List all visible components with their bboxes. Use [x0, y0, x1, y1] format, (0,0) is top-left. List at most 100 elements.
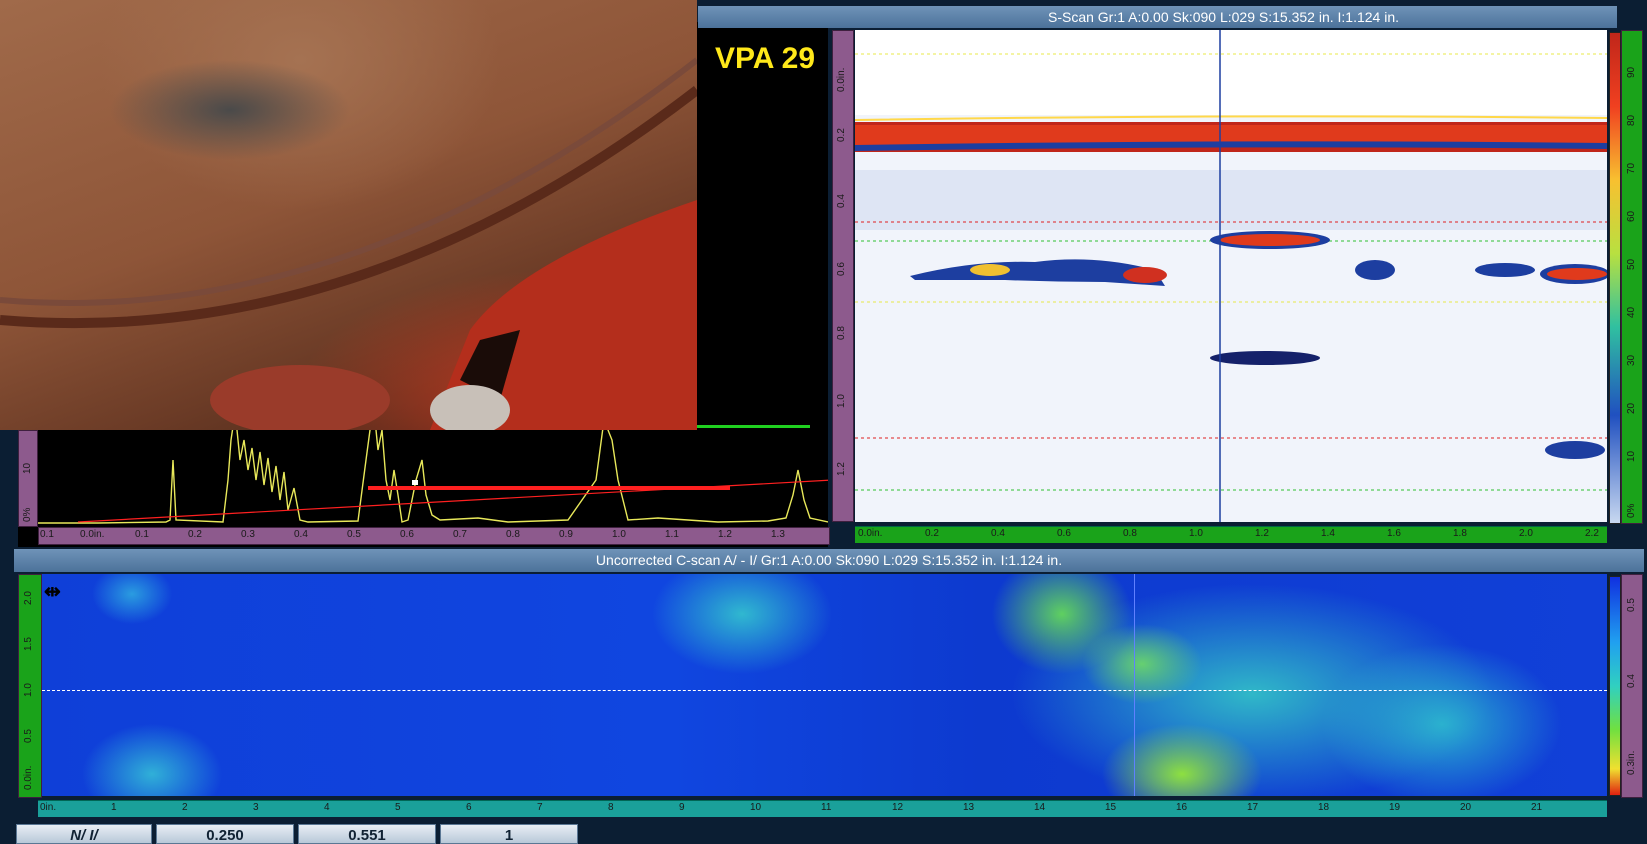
cscan-cursor-vertical[interactable]: [1134, 574, 1135, 796]
ascan-ytick-0: 0%: [22, 507, 33, 522]
ascan-xtick: 0.1: [40, 529, 54, 540]
cscan-ytick: 2.0: [23, 591, 34, 605]
cscan-xtick: 21: [1531, 802, 1543, 813]
sscan-title: S-Scan Gr:1 A:0.00 Sk:090 L:029 S:15.352…: [1047, 9, 1399, 25]
sscan-xtick: 2.0: [1519, 528, 1533, 539]
sscan-palette-tick: 40: [1626, 306, 1637, 318]
sscan-palette-tick: 0%: [1626, 503, 1637, 518]
cscan-palette-tick: 0.5: [1626, 598, 1637, 612]
cscan-xtick: 12: [892, 802, 904, 813]
cscan-ytick: 0.5: [23, 729, 34, 743]
cscan-xtick: 20: [1460, 802, 1472, 813]
sscan-title-bar: [698, 6, 1617, 28]
status-cell-ni[interactable]: N/ I/: [16, 824, 152, 844]
sscan-ytick: 1.0: [836, 394, 847, 408]
ascan-xtick: 0.9: [559, 529, 573, 540]
sscan-palette-ruler: [1621, 30, 1643, 524]
cscan-xtick: 4: [324, 802, 330, 813]
sscan-horizontal-ruler: [855, 526, 1607, 543]
cscan-xtick: 7: [537, 802, 543, 813]
sscan-palette-tick: 50: [1626, 258, 1637, 270]
sscan-xtick: 0.4: [991, 528, 1005, 539]
ascan-xtick: 0.3: [241, 529, 255, 540]
cscan-ytick: 0.0in.: [23, 765, 34, 790]
sscan-xtick: 1.2: [1255, 528, 1269, 539]
ascan-xtick: 0.1: [135, 529, 149, 540]
sscan-xtick: 0.8: [1123, 528, 1137, 539]
horizontal-resize-cursor-icon: ⇹: [44, 581, 61, 603]
ascan-xtick: 1.0: [612, 529, 626, 540]
cscan-xtick: 9: [679, 802, 685, 813]
cscan-palette-ruler: [1621, 574, 1643, 798]
cscan-xtick: 1: [111, 802, 117, 813]
sscan-palette-tick: 70: [1626, 162, 1637, 174]
sscan-palette-tick: 30: [1626, 354, 1637, 366]
sscan-palette-tick: 10: [1626, 450, 1637, 462]
status-cell-value-1[interactable]: 0.250: [156, 824, 294, 844]
cscan-xtick: 5: [395, 802, 401, 813]
sscan-palette-tick: 20: [1626, 402, 1637, 414]
sscan-image[interactable]: [855, 30, 1607, 522]
sscan-xtick: 1.4: [1321, 528, 1335, 539]
sscan-xtick: 1.0: [1189, 528, 1203, 539]
ascan-xtick: 0.0in.: [80, 529, 105, 540]
ascan-xtick: 1.3: [771, 529, 785, 540]
cscan-xtick: 11: [821, 802, 832, 813]
cscan-ytick: 1.5: [23, 637, 34, 651]
cscan-palette-tick: 0.3in.: [1626, 750, 1637, 775]
sscan-ytick: 0.8: [836, 326, 847, 340]
ascan-xtick: 1.2: [718, 529, 732, 540]
sscan-palette-tick: 90: [1626, 66, 1637, 78]
cscan-image[interactable]: [42, 574, 1607, 796]
cscan-xtick: 19: [1389, 802, 1401, 813]
sscan-xtick: 0.2: [925, 528, 939, 539]
ascan-ytick-10: 10: [22, 462, 33, 474]
ascan-xtick: 0.5: [347, 529, 361, 540]
ascan-horizontal-ruler: [38, 527, 830, 545]
ascan-vertical-ruler: [18, 430, 38, 527]
pipe-corrosion-photo: [0, 0, 697, 430]
cscan-xtick: 15: [1105, 802, 1117, 813]
sscan-palette-tick: 80: [1626, 114, 1637, 126]
status-cell-value-2[interactable]: 0.551: [298, 824, 436, 844]
cscan-xtick: 16: [1176, 802, 1188, 813]
ascan-xtick: 0.2: [188, 529, 202, 540]
cscan-xtick: 0in.: [40, 802, 57, 813]
cscan-xtick: 10: [750, 802, 762, 813]
cscan-palette-tick: 0.4: [1626, 674, 1637, 688]
cscan-title: Uncorrected C-scan A/ - I/ Gr:1 A:0.00 S…: [14, 549, 1644, 572]
sscan-xtick: 1.8: [1453, 528, 1467, 539]
ascan-label: VPA 29: [715, 42, 816, 75]
ascan-gate-marker: [412, 480, 418, 485]
sscan-xtick: 1.6: [1387, 528, 1401, 539]
cscan-color-palette: [1609, 576, 1621, 796]
cscan-xtick: 3: [253, 802, 259, 813]
sscan-xtick: 0.6: [1057, 528, 1071, 539]
ascan-gate-b[interactable]: [690, 425, 810, 428]
ascan-xtick: 1.1: [665, 529, 679, 540]
sscan-color-palette: [1609, 32, 1621, 524]
sscan-xtick: 2.2: [1585, 528, 1599, 539]
cscan-xtick: 6: [466, 802, 472, 813]
sscan-ytick: 0.2: [836, 128, 847, 142]
cscan-vertical-ruler: [18, 574, 42, 798]
sscan-ytick: 0.0in.: [836, 67, 847, 92]
ascan-xtick: 0.8: [506, 529, 520, 540]
cscan-ytick: 1.0: [23, 683, 34, 697]
sscan-ytick: 0.4: [836, 194, 847, 208]
cscan-xtick: 8: [608, 802, 614, 813]
sscan-ytick: 1.2: [836, 462, 847, 476]
sscan-vertical-ruler: [832, 30, 854, 522]
cscan-cursor-horizontal[interactable]: [42, 690, 1607, 691]
cscan-xtick: 2: [182, 802, 188, 813]
cscan-xtick: 13: [963, 802, 975, 813]
sscan-ytick: 0.6: [836, 262, 847, 276]
ascan-xtick: 0.7: [453, 529, 467, 540]
cscan-xtick: 18: [1318, 802, 1330, 813]
sscan-xtick: 0.0in.: [858, 528, 883, 539]
status-cell-value-3[interactable]: 1: [440, 824, 578, 844]
cscan-xtick: 17: [1247, 802, 1259, 813]
cscan-xtick: 14: [1034, 802, 1046, 813]
ascan-xtick: 0.6: [400, 529, 414, 540]
ascan-xtick: 0.4: [294, 529, 308, 540]
